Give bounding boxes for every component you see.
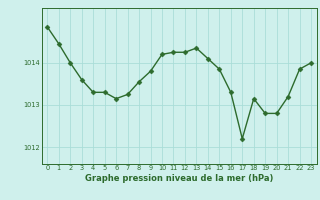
X-axis label: Graphe pression niveau de la mer (hPa): Graphe pression niveau de la mer (hPa): [85, 174, 273, 183]
